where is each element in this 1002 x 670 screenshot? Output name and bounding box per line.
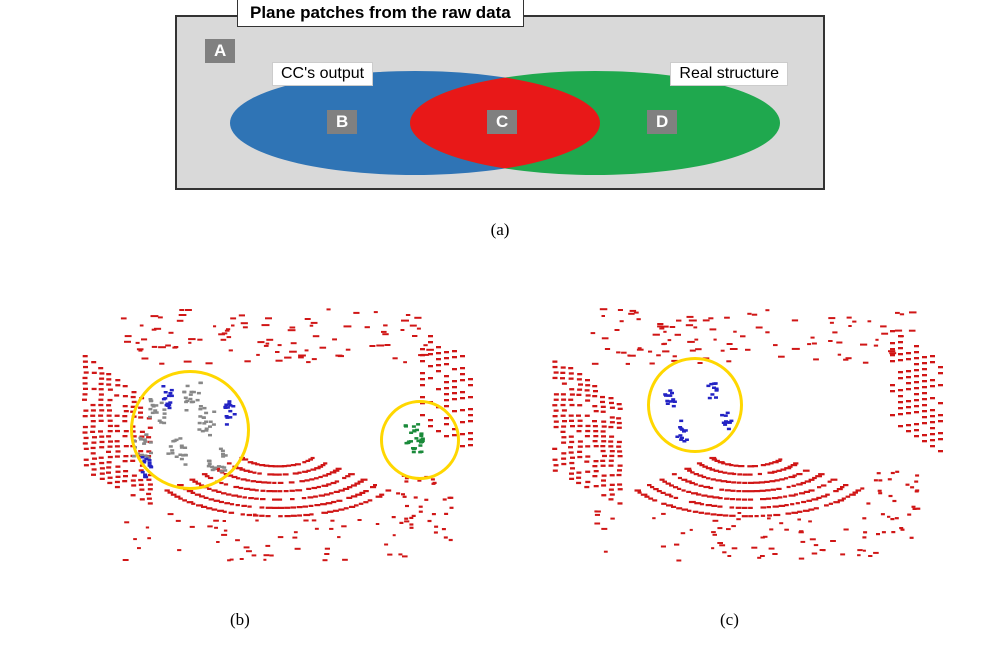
highlight-circle-b2 [380,400,460,480]
badge-A: A [205,39,235,63]
pointcloud-c-points-red [552,308,943,561]
region-A-badge: A [205,39,235,63]
region-B-badge: B [327,110,357,134]
badge-B: B [327,110,357,134]
highlight-circle-c1 [647,357,743,453]
venn-outer-box: Plane patches from the raw data A CC's o… [175,15,825,190]
region-D-badge: D [647,110,677,134]
badge-D: D [647,110,677,134]
pointcloud-c-svg [530,300,950,570]
figure-bc-row: (b) (c) [0,300,1002,660]
region-C-badge: C [487,110,517,134]
pointcloud-b [60,300,480,570]
badge-C: C [487,110,517,134]
pointcloud-c [530,300,950,570]
venn-title: Plane patches from the raw data [237,0,524,27]
caption-c: (c) [720,610,739,630]
cc-output-label: CC's output [272,62,373,86]
real-structure-label: Real structure [670,62,788,86]
figure-a-venn: Plane patches from the raw data A CC's o… [175,15,825,215]
caption-b: (b) [230,610,250,630]
caption-a: (a) [175,220,825,240]
highlight-circle-b1 [130,370,250,490]
